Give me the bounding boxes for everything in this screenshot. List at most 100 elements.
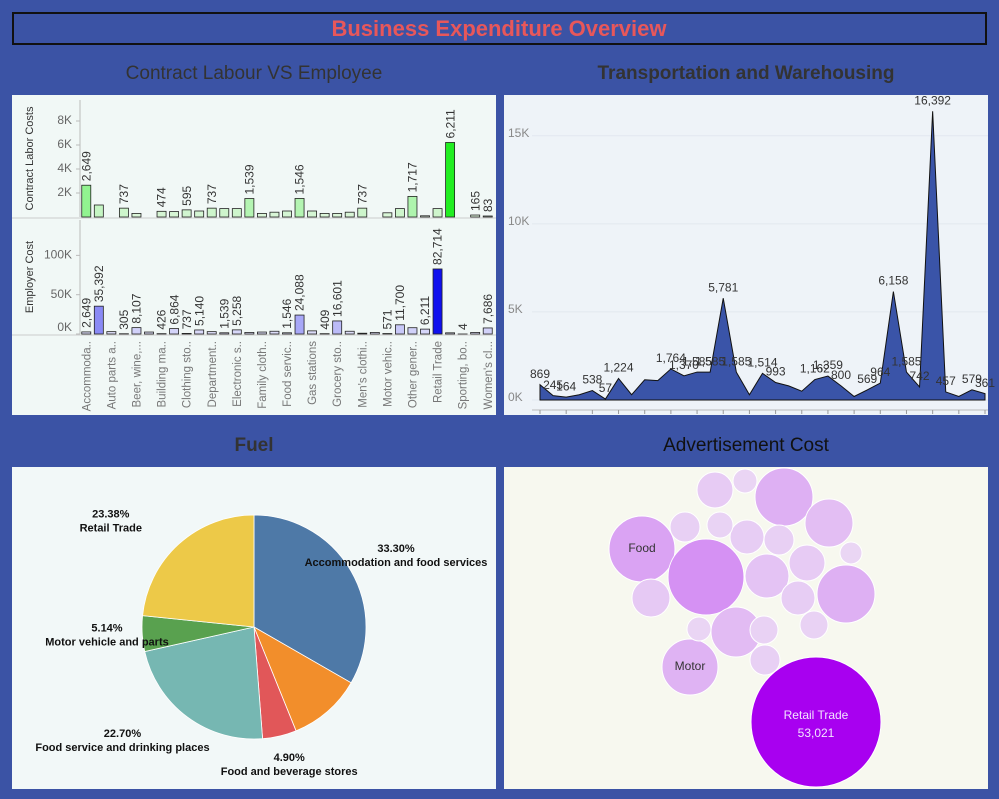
data-label: 1,585 [721, 354, 751, 368]
data-label: 595 [180, 186, 194, 206]
bar [93, 305, 104, 335]
dashboard-title: Business Expenditure Overview [331, 16, 667, 41]
y-tick-label: 6K [57, 137, 72, 151]
data-label: 569 [857, 372, 877, 386]
bubble [839, 541, 863, 565]
bar [81, 331, 92, 335]
data-label: 1,585 [695, 354, 725, 368]
data-label: 2,649 [79, 298, 93, 328]
data-label: 4 [456, 323, 470, 330]
data-label: 82,714 [431, 228, 445, 265]
category-label: Retail Trade [80, 523, 142, 535]
bubble [788, 544, 826, 582]
bar [206, 207, 217, 218]
data-label: 164 [556, 379, 576, 393]
bubble [706, 511, 734, 539]
bar [332, 212, 343, 218]
bar [445, 142, 456, 218]
category-label: Food service and drinking places [35, 742, 209, 754]
bar [470, 214, 481, 218]
x-tick-label: Men's clothi.. [357, 341, 369, 408]
bubble [744, 553, 790, 599]
bar [407, 195, 418, 218]
y-tick-label: 0K [57, 320, 72, 334]
data-label: 538 [582, 373, 602, 387]
data-label: 737 [180, 309, 194, 329]
bar [394, 324, 405, 335]
y-axis-title: Employer Cost [24, 241, 36, 313]
bar [93, 204, 104, 218]
area [539, 111, 986, 401]
data-label: 22.70% [104, 728, 142, 740]
data-label: 5,781 [708, 280, 738, 294]
pie-slice [142, 514, 255, 628]
data-label: 737 [205, 184, 219, 204]
bar [332, 320, 343, 335]
bar [269, 211, 280, 218]
data-label: 737 [117, 184, 131, 204]
bar [294, 314, 305, 335]
data-label: 1,717 [406, 162, 420, 192]
data-label: 16,392 [914, 93, 951, 107]
bar [181, 209, 192, 218]
y-tick-label: 100K [44, 248, 72, 262]
y-tick-label: 5K [508, 302, 523, 316]
x-tick-label: Electronic s.. [232, 341, 244, 407]
bar [382, 212, 393, 218]
data-label: 53,021 [798, 726, 835, 740]
data-label: 83 [481, 198, 495, 212]
bar [482, 327, 493, 335]
data-label: 1,162 [800, 362, 830, 376]
bar [156, 210, 167, 218]
data-label: 1,514 [747, 356, 777, 370]
bubble [749, 615, 779, 645]
bar [445, 332, 456, 335]
data-label: 305 [117, 309, 131, 329]
bar [131, 212, 142, 218]
bar [144, 331, 154, 335]
x-tick-label: Retail Trade [433, 341, 445, 403]
data-label: 2,649 [79, 151, 93, 181]
data-label: 1,370 [669, 358, 699, 372]
bubble [780, 580, 816, 616]
data-label: 800 [831, 368, 851, 382]
y-tick-label: 8K [57, 113, 72, 127]
y-tick-label: 50K [51, 287, 72, 301]
y-tick-label: 10K [508, 214, 529, 228]
y-tick-label: 15K [508, 126, 529, 140]
bar [282, 210, 292, 218]
bar [369, 332, 380, 335]
data-label: 457 [936, 374, 956, 388]
bar [269, 330, 280, 335]
bubble [816, 564, 876, 624]
bubble-label: Retail Trade [784, 708, 849, 722]
x-tick-label: Other gener.. [407, 341, 419, 408]
data-label: 1,224 [604, 361, 634, 375]
bar [394, 208, 405, 218]
data-label: 6,864 [167, 294, 181, 324]
bar [256, 331, 267, 335]
bubble-label: Food [628, 541, 655, 555]
data-label: 5.14% [91, 622, 122, 634]
data-label: 6,158 [878, 274, 908, 288]
bar [407, 327, 418, 335]
data-label: 1,546 [280, 298, 294, 328]
bar [319, 212, 330, 218]
bar [169, 211, 180, 218]
y-tick-label: 4K [57, 161, 72, 175]
data-label: 4.90% [274, 752, 305, 764]
x-tick-label: Department.. [207, 341, 219, 407]
data-label: 6,211 [418, 296, 432, 325]
bar [194, 210, 205, 218]
data-label: 7,686 [481, 294, 495, 324]
bar [256, 212, 267, 218]
panel [504, 95, 988, 415]
bubble-label: Motor [675, 659, 706, 673]
bar [231, 208, 242, 218]
bar [432, 208, 443, 218]
panel-title: Advertisement Cost [663, 435, 830, 456]
category-label: Motor vehicle and parts [45, 636, 168, 648]
data-label: 1,764 [656, 351, 686, 365]
data-label: 5,140 [192, 296, 206, 326]
